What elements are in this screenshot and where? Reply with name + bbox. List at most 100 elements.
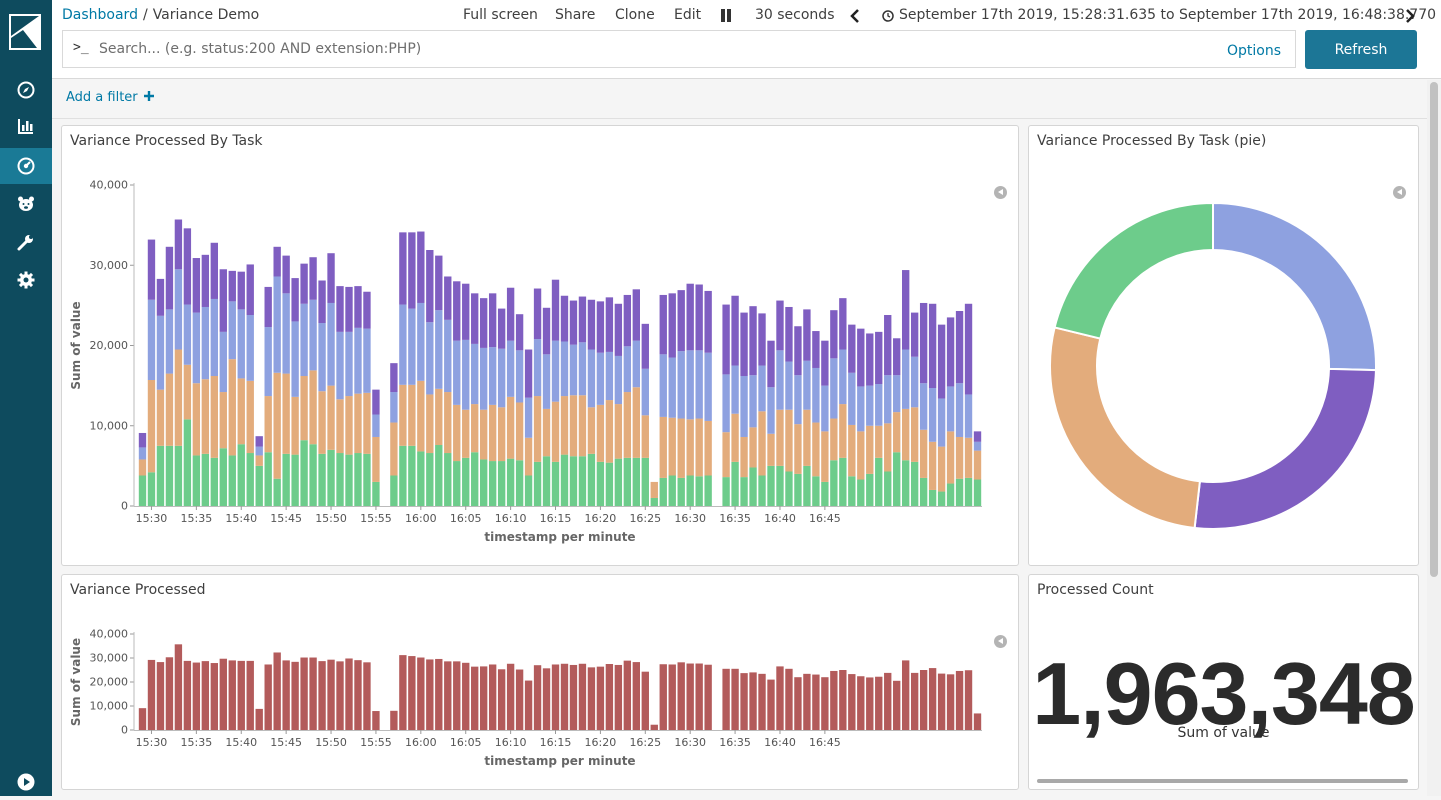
sidebar-item-timelion[interactable] <box>0 186 52 222</box>
legend-toggle-icon[interactable] <box>994 186 1007 199</box>
bar-segment <box>605 462 614 506</box>
time-back-button[interactable] <box>850 9 860 27</box>
bar-segment <box>524 397 533 438</box>
time-forward-button[interactable] <box>1405 9 1415 27</box>
sidebar-item-management[interactable] <box>0 262 52 298</box>
bar-segment <box>803 673 811 730</box>
bar-segment <box>327 659 335 730</box>
chevron-left-icon <box>850 9 859 23</box>
pie-slice <box>1053 201 1214 340</box>
legend-toggle-icon[interactable] <box>1393 186 1406 199</box>
bar-segment <box>641 415 649 458</box>
bar-segment <box>156 315 165 390</box>
edit-button[interactable]: Edit <box>674 7 702 23</box>
bar-segment <box>471 293 479 344</box>
refresh-button[interactable]: Refresh <box>1305 30 1417 69</box>
options-button[interactable]: Options <box>1226 43 1281 59</box>
bar-segment <box>309 657 317 730</box>
bar-segment <box>462 283 470 340</box>
breadcrumb-dashboard-link[interactable]: Dashboard <box>62 7 138 23</box>
bar-segment <box>138 432 147 448</box>
page-scrollbar-thumb[interactable] <box>1430 82 1438 577</box>
bar-segment <box>426 453 434 506</box>
bar-segment <box>812 476 820 506</box>
bar-segment <box>910 356 919 408</box>
bar-segment <box>839 298 847 350</box>
bar-segment <box>497 308 506 349</box>
bar-segment <box>542 354 551 409</box>
legend-toggle-icon[interactable] <box>994 635 1007 648</box>
bar-segment <box>444 661 452 730</box>
time-range-picker[interactable]: September 17th 2019, 15:28:31.635 to Sep… <box>899 7 1437 23</box>
bar-segment <box>417 380 425 452</box>
x-tick-label: 16:10 <box>495 512 527 525</box>
x-tick-label: 15:50 <box>315 736 347 749</box>
bar-segment <box>219 331 227 393</box>
bar-segment <box>605 297 614 352</box>
x-tick-label: 16:30 <box>674 512 706 525</box>
bar-segment <box>785 668 793 730</box>
search-input[interactable] <box>99 39 1199 59</box>
bar-segment <box>785 471 793 506</box>
stacked-bar-chart: 0 10,000 20,000 30,000 40,000 15:30 15:35 15:40… <box>69 179 982 544</box>
bar-segment <box>515 350 524 403</box>
sidebar-item-discover[interactable] <box>0 72 52 108</box>
bar-segment <box>309 257 317 300</box>
sidebar <box>0 0 52 796</box>
bar-segment <box>695 350 703 419</box>
sidebar-item-visualize[interactable] <box>0 108 52 144</box>
bar-segment <box>848 476 856 506</box>
bar-segment <box>623 457 632 506</box>
sidebar-item-dev-tools[interactable] <box>0 224 52 260</box>
full-screen-button[interactable]: Full screen <box>463 7 538 23</box>
bar-segment <box>138 447 147 460</box>
share-button[interactable]: Share <box>555 7 596 23</box>
bar-segment <box>937 491 946 506</box>
bar-segment <box>488 461 497 506</box>
bar-segment <box>533 339 542 397</box>
refresh-interval[interactable]: 30 seconds <box>755 7 835 23</box>
bar-segment <box>147 472 156 506</box>
bar-segment <box>740 436 748 478</box>
bar-segment <box>327 449 335 506</box>
bar-segment <box>246 315 254 381</box>
metric-scrollbar[interactable] <box>1037 779 1408 783</box>
bar-segment <box>246 660 254 730</box>
bar-segment <box>453 461 461 506</box>
bar-segment <box>668 475 676 506</box>
kibana-logo[interactable] <box>9 14 41 50</box>
bar-segment <box>677 290 685 352</box>
y-tick-label: 10,000 <box>90 700 129 713</box>
bar-segment <box>812 674 820 730</box>
bar-segment <box>973 431 982 442</box>
bar-segment <box>937 324 946 399</box>
bar-segment <box>596 666 605 730</box>
bar-segment <box>210 242 219 299</box>
bar-segment <box>479 347 488 410</box>
bar-segment <box>946 317 955 387</box>
bar-segment <box>318 280 326 324</box>
add-filter-button[interactable]: Add a filter <box>66 90 154 105</box>
sidebar-collapse-button[interactable] <box>0 764 52 800</box>
bar-segment <box>668 357 676 418</box>
panel-title: Processed Count <box>1037 582 1154 598</box>
bar-segment <box>785 306 793 362</box>
pause-button[interactable] <box>720 9 732 26</box>
bar-segment <box>910 407 919 462</box>
bar-segment <box>273 276 281 373</box>
clone-button[interactable]: Clone <box>615 7 655 23</box>
bar-segment <box>857 386 865 432</box>
x-tick-label: 16:20 <box>585 512 617 525</box>
bar-segment <box>928 388 937 442</box>
bar-segment <box>462 662 470 730</box>
bar-segment <box>722 668 730 730</box>
bar-segment <box>363 328 371 393</box>
page-scrollbar[interactable] <box>1427 80 1441 796</box>
bar-segment <box>578 663 587 730</box>
bar-segment <box>426 250 434 323</box>
x-tick-label: 15:45 <box>270 736 302 749</box>
bar-segment <box>291 454 299 506</box>
bar-segment <box>659 354 667 417</box>
sidebar-item-dashboard[interactable] <box>0 148 52 184</box>
bar-segment <box>901 660 910 730</box>
